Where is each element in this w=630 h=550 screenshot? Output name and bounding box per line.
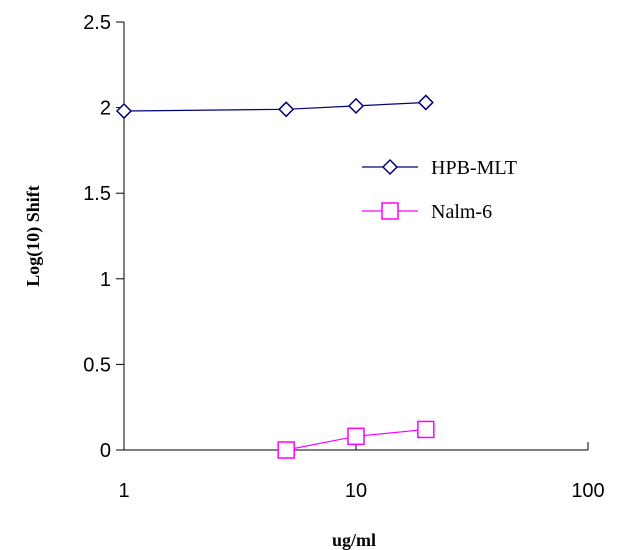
legend-label: Nalm-6 [431,201,492,223]
y-tick-label: 0.5 [83,354,111,376]
legend-entry: HPB-MLT [362,157,517,179]
legend-marker [381,202,399,220]
legend: HPB-MLT Nalm-6 [362,157,517,223]
data-point [278,101,295,118]
axes: 0 0.5 1 1.5 2 2.5 1 10 100 [83,12,605,502]
x-tick-label: 1 [118,480,129,502]
data-point [115,102,133,120]
y-tick-label: 1 [100,269,111,291]
legend-entry: Nalm-6 [362,201,492,223]
series-layer [115,94,435,459]
series-line [123,101,426,112]
y-tick-label: 2.5 [83,12,111,34]
legend-label: HPB-MLT [431,157,517,179]
x-axis-title: ug/ml [332,530,376,550]
data-point [417,94,434,111]
data-point [347,97,365,114]
y-tick-label: 1.5 [83,183,111,205]
data-point [347,427,365,446]
data-point [417,420,435,439]
data-point [277,441,295,459]
series-nalm-6 [277,420,435,459]
x-tick-label: 10 [345,480,367,502]
y-axis-title: Log(10) Shift [23,185,44,287]
y-tick-label: 0 [100,440,111,462]
series-hpb-mlt [115,94,434,120]
y-tick-label: 2 [100,98,111,120]
legend-marker [381,158,399,176]
x-tick-label: 100 [571,480,604,502]
